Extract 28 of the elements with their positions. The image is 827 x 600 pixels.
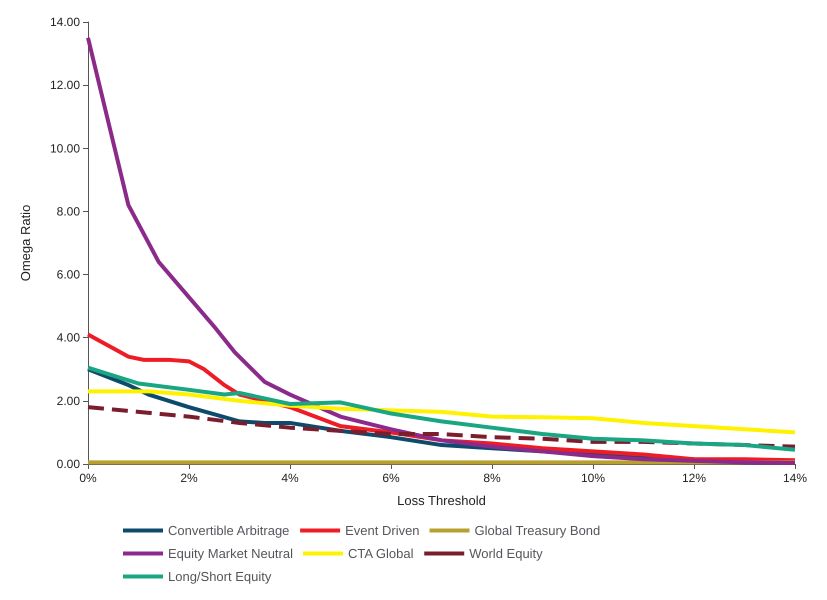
y-tick-label: 14.00 (50, 15, 80, 29)
y-tick-label: 6.00 (56, 268, 80, 282)
line-series (86, 389, 797, 434)
x-tick-label: 0% (79, 471, 97, 485)
y-tick-label: 2.00 (56, 394, 80, 408)
legend-label: Equity Market Neutral (168, 546, 294, 561)
legend-label: Convertible Arbitrage (168, 523, 290, 538)
legend-label: World Equity (469, 546, 544, 561)
y-axis-title: Omega Ratio (18, 204, 33, 282)
x-tick-label: 2% (180, 471, 198, 485)
line-series (86, 366, 797, 452)
x-tick-label: 8% (483, 471, 501, 485)
y-tick-label: 8.00 (56, 204, 80, 218)
x-tick-label: 6% (382, 471, 400, 485)
legend-label: CTA Global (348, 546, 414, 561)
line-series (86, 405, 797, 449)
y-tick-label: 0.00 (56, 457, 80, 471)
y-tick-label: 10.00 (50, 141, 80, 156)
x-tick-label: 14% (782, 471, 808, 485)
y-tick-label: 4.00 (56, 330, 80, 345)
x-tick-label: 10% (580, 471, 606, 485)
legend-label: Event Driven (345, 523, 420, 538)
y-tick-label: 12.00 (50, 78, 80, 92)
x-tick-label: 4% (281, 471, 299, 485)
legend-label: Global Treasury Bond (474, 523, 600, 538)
legend-label: Long/Short Equity (168, 569, 272, 584)
x-axis-title: Loss Threshold (397, 493, 486, 508)
x-tick-label: 12% (682, 471, 706, 485)
